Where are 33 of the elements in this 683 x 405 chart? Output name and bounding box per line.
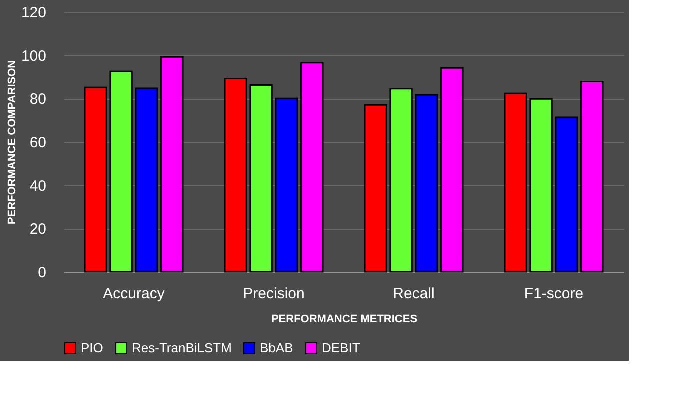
- bar: [504, 92, 528, 273]
- x-tick-label: Accuracy: [103, 286, 166, 302]
- bar: [275, 98, 298, 273]
- x-tick-label: Precision: [243, 286, 305, 302]
- bar: [224, 78, 248, 273]
- bar: [135, 88, 158, 273]
- bar: [250, 84, 273, 273]
- x-axis-title: PERFORMANCE METRICES: [271, 314, 418, 326]
- bar: [160, 56, 184, 273]
- x-tick-label: F1-score: [524, 286, 584, 302]
- bar: [300, 62, 324, 273]
- bar: [390, 88, 413, 273]
- legend-label: Res-TranBiLSTM: [132, 340, 232, 356]
- y-tick-label: 60: [30, 134, 46, 152]
- y-tick-label: 20: [30, 221, 46, 238]
- bar: [530, 98, 553, 273]
- bar: [84, 86, 108, 273]
- bar: [580, 81, 604, 273]
- bar: [110, 70, 133, 273]
- y-tick-label: 80: [30, 91, 46, 108]
- y-tick-label: 120: [21, 4, 46, 22]
- legend-label: DEBIT: [322, 340, 360, 356]
- y-tick-label: 100: [21, 48, 46, 65]
- bar: [415, 94, 438, 273]
- bar: [555, 116, 578, 273]
- y-tick-label: 40: [30, 178, 46, 195]
- y-axis-title: PERFORMANCE COMPARISON: [6, 60, 18, 225]
- bar: [364, 104, 388, 273]
- bar: [440, 67, 464, 273]
- x-tick-label: Recall: [393, 286, 435, 302]
- legend-label: PIO: [81, 340, 104, 356]
- y-tick-label: 0: [38, 264, 46, 282]
- legend-label: BbAB: [260, 340, 294, 356]
